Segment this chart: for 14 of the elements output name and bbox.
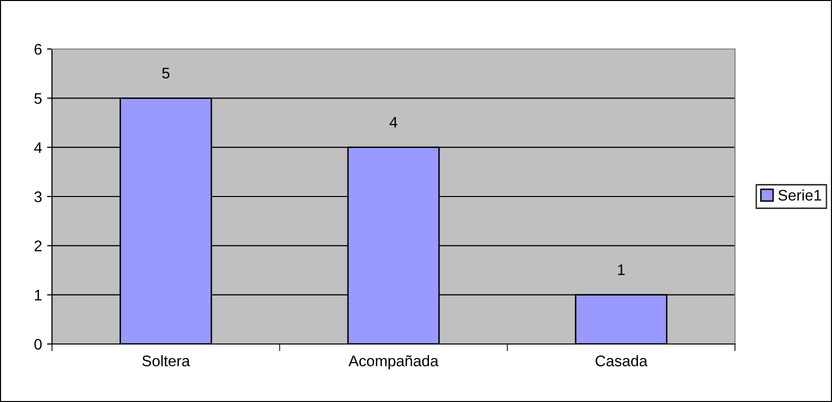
y-tick-label: 1: [34, 290, 42, 300]
x-tick-label: Soltera: [142, 355, 190, 366]
data-label: 1: [618, 264, 625, 275]
data-label: 4: [390, 116, 398, 128]
x-tick-label: Casada: [596, 355, 648, 366]
y-tick-label: 3: [34, 191, 42, 202]
legend-label: Serie1: [778, 189, 822, 201]
y-tick-label: 2: [34, 240, 42, 252]
data-label: 5: [162, 68, 170, 78]
y-tick-label: 5: [34, 93, 42, 104]
x-tick-label: Acompañada: [348, 355, 439, 370]
y-tick-label: 4: [34, 142, 42, 153]
y-tick-label: 6: [34, 44, 42, 55]
y-tick-label: 0: [34, 338, 42, 350]
